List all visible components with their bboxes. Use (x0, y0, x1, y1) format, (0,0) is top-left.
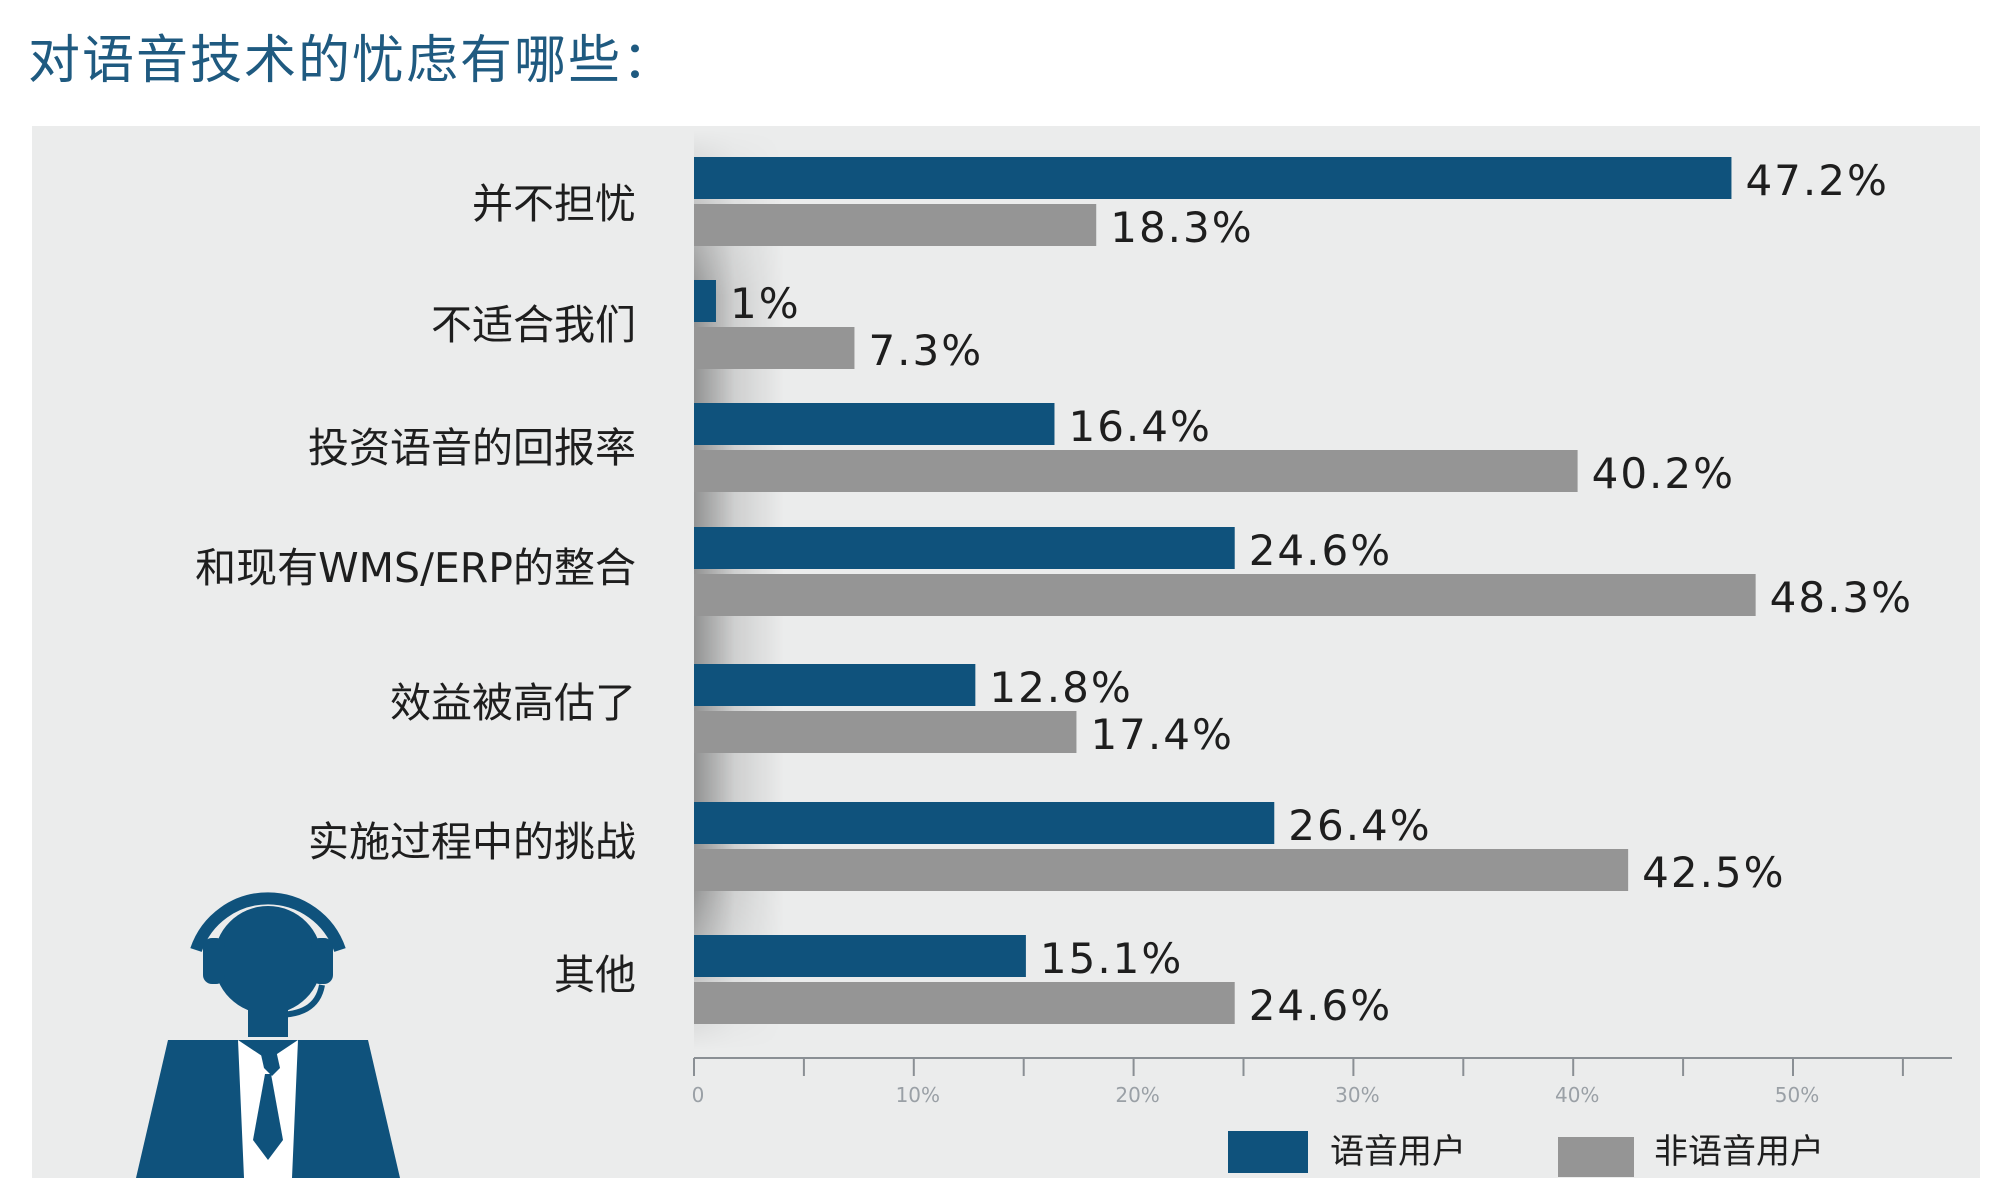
bar-non-voice-user (694, 574, 1756, 616)
legend: 语音用户 非语音用户 (1228, 1131, 1824, 1177)
data-label: 7.3% (868, 326, 983, 375)
legend-swatch-voice (1228, 1131, 1308, 1173)
bar-voice-user (694, 403, 1055, 445)
bar-voice-user (694, 935, 1026, 977)
legend-swatch-nonvoice (1558, 1137, 1634, 1177)
data-label: 47.2% (1745, 156, 1888, 205)
bar-non-voice-user (694, 982, 1235, 1024)
x-tick-label: 20% (1115, 1083, 1159, 1107)
bar-voice-user (694, 802, 1275, 844)
category-label: 实施过程中的挑战 (308, 818, 636, 866)
category-label: 其他 (554, 951, 636, 999)
x-tick-label: 0 (692, 1083, 705, 1107)
x-tick-label: 30% (1335, 1083, 1379, 1107)
bar-voice-user (694, 280, 716, 322)
bar-voice-user (694, 664, 976, 706)
bar-voice-user (694, 157, 1732, 199)
bar-non-voice-user (694, 450, 1578, 492)
x-tick-label: 40% (1555, 1083, 1599, 1107)
bar-voice-user (694, 527, 1235, 569)
x-tick-label: 50% (1775, 1083, 1819, 1107)
x-axis: 0 10% 20% 30% 40% 50% (692, 1057, 1952, 1107)
data-label: 24.6% (1249, 981, 1392, 1030)
category-label: 效益被高估了 (390, 679, 636, 727)
data-label: 17.4% (1090, 710, 1233, 759)
x-tick-label: 10% (896, 1083, 940, 1107)
data-label: 26.4% (1288, 801, 1431, 850)
legend-label-voice: 语音用户 (1330, 1132, 1466, 1172)
data-label: 48.3% (1770, 573, 1913, 622)
category-label: 不适合我们 (431, 301, 636, 349)
data-label: 24.6% (1249, 526, 1392, 575)
data-label: 40.2% (1592, 449, 1735, 498)
data-label: 15.1% (1040, 934, 1183, 983)
bar-non-voice-user (694, 711, 1077, 753)
category-label: 并不担忧 (472, 180, 636, 228)
category-label: 投资语音的回报率 (308, 424, 636, 472)
data-label: 1% (730, 279, 801, 328)
bar-non-voice-user (694, 327, 855, 369)
data-label: 42.5% (1642, 848, 1785, 897)
bar-non-voice-user (694, 204, 1097, 246)
category-label: 和现有WMS/ERP的整合 (195, 544, 636, 592)
data-label: 16.4% (1068, 402, 1211, 451)
bar-non-voice-user (694, 849, 1629, 891)
legend-label-nonvoice: 非语音用户 (1654, 1132, 1824, 1172)
page-title: 对语音技术的忧虑有哪些： (28, 31, 677, 91)
data-label: 18.3% (1110, 203, 1253, 252)
data-label: 12.8% (989, 663, 1132, 712)
headset-operator-icon (136, 892, 400, 1178)
